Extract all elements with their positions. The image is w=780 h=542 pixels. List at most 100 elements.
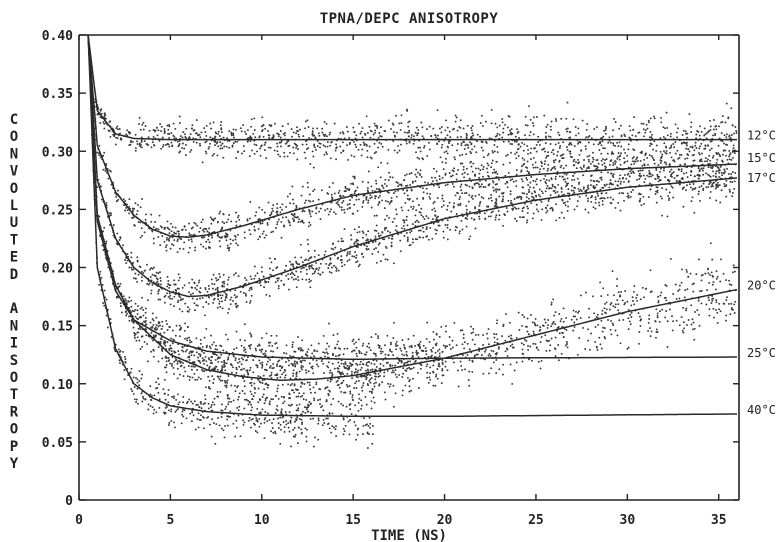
data-point: [459, 202, 462, 205]
data-point: [453, 127, 456, 130]
data-point: [143, 140, 146, 143]
data-point: [464, 183, 467, 186]
data-point: [461, 173, 464, 175]
data-point: [174, 226, 177, 229]
data-point: [225, 333, 227, 336]
data-point: [451, 346, 454, 349]
data-point: [406, 376, 409, 379]
data-point: [577, 187, 580, 190]
data-point: [167, 357, 170, 359]
data-point: [360, 386, 363, 389]
data-point: [656, 316, 659, 319]
data-point: [199, 227, 202, 230]
data-point: [204, 247, 207, 250]
data-point: [151, 141, 154, 144]
data-point: [630, 304, 633, 307]
data-point: [199, 144, 202, 147]
data-point: [333, 122, 336, 125]
data-point: [418, 343, 421, 346]
data-point: [386, 230, 389, 233]
data-point: [614, 144, 617, 147]
data-point: [529, 181, 532, 184]
data-point: [323, 153, 326, 156]
data-point: [184, 322, 187, 325]
data-point: [173, 279, 176, 282]
data-point: [268, 124, 271, 126]
data-point: [341, 265, 344, 268]
data-point: [315, 359, 318, 362]
data-point: [689, 174, 692, 177]
data-point: [639, 324, 642, 327]
data-point: [570, 318, 573, 321]
data-point: [272, 230, 274, 233]
data-point: [541, 148, 544, 151]
data-point: [704, 160, 706, 163]
data-point: [461, 192, 464, 195]
data-point: [346, 130, 349, 133]
data-point: [715, 125, 718, 127]
data-point: [373, 122, 376, 125]
data-point: [711, 283, 714, 286]
data-point: [272, 204, 275, 207]
data-point: [464, 368, 466, 371]
data-point: [592, 151, 594, 154]
data-point: [218, 212, 221, 215]
data-point: [157, 272, 160, 275]
data-point: [664, 161, 667, 164]
data-point: [195, 141, 198, 144]
data-point: [333, 264, 335, 267]
data-point: [709, 159, 712, 162]
data-point: [237, 214, 240, 217]
data-point: [637, 312, 640, 315]
data-point: [287, 364, 290, 367]
data-point: [363, 144, 366, 146]
data-point: [379, 176, 382, 179]
data-point: [306, 119, 309, 122]
data-point: [449, 348, 452, 350]
data-point: [521, 207, 524, 210]
data-point: [422, 197, 425, 200]
data-point: [599, 281, 602, 284]
data-point: [198, 142, 201, 145]
data-point: [455, 116, 458, 119]
data-point: [662, 136, 665, 138]
data-point: [175, 289, 178, 292]
data-point: [188, 358, 191, 361]
data-point: [672, 159, 675, 162]
data-point: [290, 362, 293, 365]
data-point: [640, 150, 643, 153]
data-point: [516, 128, 519, 131]
data-point: [179, 361, 182, 364]
data-point: [550, 177, 553, 180]
data-point: [270, 231, 273, 234]
data-point: [233, 273, 235, 276]
data-point: [425, 235, 428, 238]
data-point: [708, 299, 711, 302]
data-point: [293, 213, 296, 216]
data-point: [171, 342, 174, 345]
data-point: [305, 143, 308, 146]
data-point: [243, 231, 246, 234]
data-point: [618, 155, 621, 158]
data-point: [515, 169, 518, 172]
data-point: [424, 347, 427, 350]
data-point: [253, 265, 256, 268]
data-point: [380, 142, 383, 145]
data-point: [288, 221, 291, 224]
data-point: [441, 359, 444, 362]
data-point: [565, 182, 568, 185]
data-point: [419, 367, 422, 370]
data-point: [193, 233, 196, 236]
data-point: [343, 365, 346, 368]
data-point: [324, 133, 327, 136]
data-point: [417, 146, 420, 149]
data-point: [307, 147, 310, 150]
data-point: [604, 132, 607, 135]
data-point: [397, 185, 400, 188]
data-point: [199, 361, 202, 364]
data-point: [411, 180, 414, 183]
data-point: [576, 142, 579, 145]
data-point: [535, 150, 538, 153]
data-point: [551, 209, 554, 212]
data-point: [354, 251, 357, 253]
